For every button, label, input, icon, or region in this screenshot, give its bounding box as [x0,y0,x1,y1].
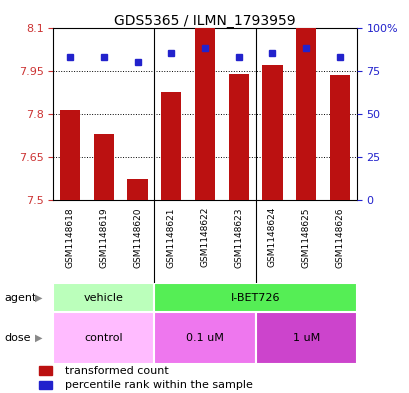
Text: transformed count: transformed count [65,365,169,376]
Text: GSM1148622: GSM1148622 [200,207,209,267]
Bar [228,73,248,200]
Text: dose: dose [4,333,31,343]
Text: GSM1148624: GSM1148624 [267,207,276,267]
Text: ▶: ▶ [35,333,42,343]
Bar [94,134,114,200]
Text: GSM1148620: GSM1148620 [133,207,142,268]
Text: percentile rank within the sample: percentile rank within the sample [65,380,252,390]
Text: 1 uM: 1 uM [292,333,319,343]
Text: I-BET726: I-BET726 [230,293,280,303]
Text: vehicle: vehicle [84,293,124,303]
Bar [329,75,349,200]
Text: GDS5365 / ILMN_1793959: GDS5365 / ILMN_1793959 [114,14,295,28]
Text: GSM1148618: GSM1148618 [65,207,74,268]
Text: control: control [84,333,123,343]
Text: GSM1148625: GSM1148625 [301,207,310,268]
Bar [53,312,154,364]
Text: GSM1148623: GSM1148623 [234,207,243,268]
Bar [194,28,215,200]
Bar [39,381,52,389]
Text: 0.1 uM: 0.1 uM [186,333,223,343]
Bar [53,283,154,312]
Bar [154,312,255,364]
Text: GSM1148626: GSM1148626 [335,207,344,268]
Text: ▶: ▶ [35,293,42,303]
Bar [39,366,52,375]
Bar [255,312,356,364]
Bar [127,179,147,200]
Bar [60,110,80,200]
Bar [161,92,181,200]
Text: agent: agent [4,293,36,303]
Text: GSM1148619: GSM1148619 [99,207,108,268]
Bar [154,283,356,312]
Bar [295,28,315,200]
Bar [262,65,282,200]
Text: GSM1148621: GSM1148621 [166,207,175,268]
